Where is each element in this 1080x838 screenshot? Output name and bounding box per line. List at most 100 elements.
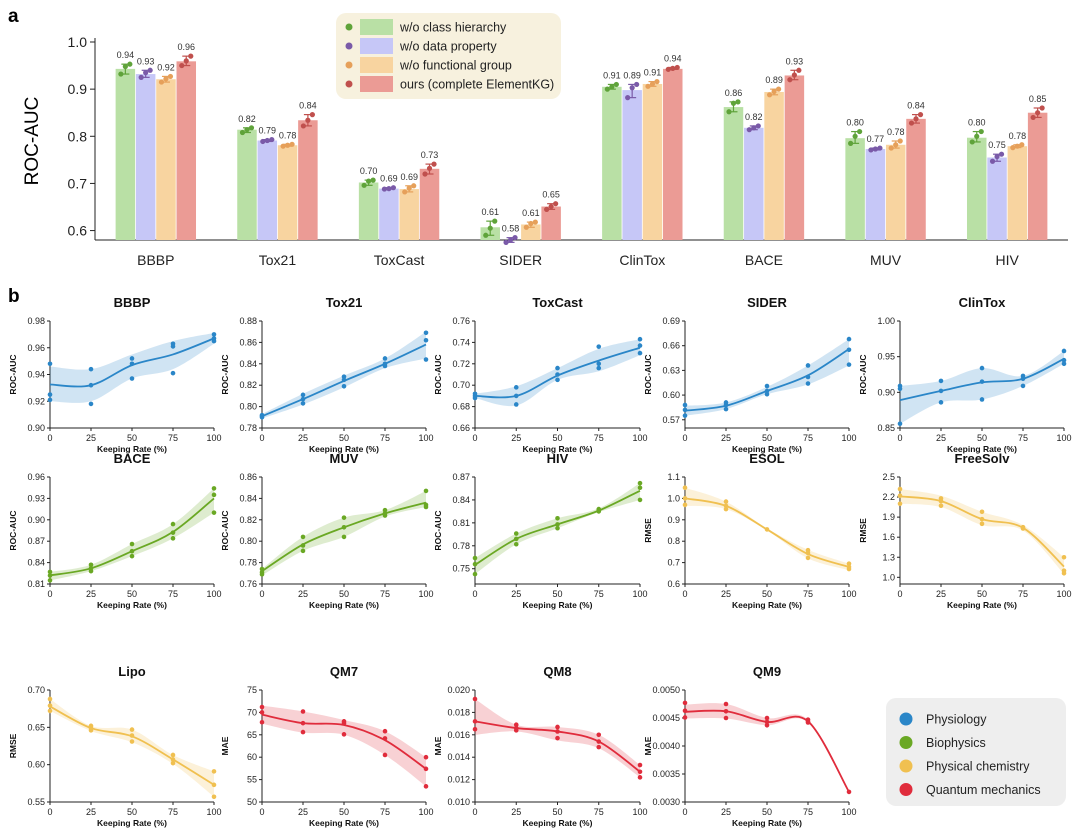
x-tick-label: 75	[803, 807, 813, 817]
x-tick-label: 0	[682, 433, 687, 443]
x-axis-title: Keeping Rate (%)	[523, 600, 593, 610]
data-point	[596, 365, 602, 371]
replicate-point	[544, 206, 550, 212]
replicate-point	[239, 129, 246, 136]
subplot-freesolv: 1.0 1.3 1.6 1.9 2.2 2.5 0 25 50 75 100 FreeSolv Keep…	[858, 451, 1072, 610]
data-point	[88, 568, 94, 574]
x-axis-title: Keeping Rate (%)	[309, 818, 379, 828]
subplot-title: ToxCast	[532, 295, 583, 310]
x-tick-label: 100	[841, 433, 856, 443]
y-tick-label: 0.68	[452, 402, 470, 412]
y-tick-label: 1.00	[877, 316, 895, 326]
replicate-point	[771, 88, 777, 95]
replicate-point	[1035, 110, 1041, 116]
confidence-band	[685, 339, 849, 416]
y-tick-label: 1.1	[667, 472, 680, 482]
data-point	[300, 709, 306, 714]
bar	[744, 127, 764, 240]
data-point	[170, 752, 176, 758]
replicate-point	[411, 183, 417, 189]
bar	[784, 75, 805, 240]
data-point	[979, 521, 985, 527]
replicate-point	[766, 92, 773, 98]
bar	[885, 144, 906, 240]
replicate-point	[1039, 105, 1045, 111]
data-point	[979, 509, 985, 515]
data-point	[300, 729, 306, 735]
y-tick-label: 0.0030	[652, 797, 680, 807]
data-point	[979, 397, 985, 402]
y-tick-label: 0.0050	[652, 685, 680, 695]
replicate-point	[1030, 114, 1036, 121]
data-point	[723, 406, 729, 412]
confidence-band	[50, 488, 214, 581]
data-point	[382, 752, 388, 758]
data-point	[637, 480, 643, 486]
replicate-point	[1019, 142, 1025, 148]
bar	[764, 91, 784, 240]
x-tick-label: 75	[168, 589, 178, 599]
x-tick-label: 0	[472, 807, 477, 817]
x-tick-label: 25	[298, 433, 308, 443]
bar-value-label: 0.61	[481, 207, 499, 217]
y-axis-title: MAE	[643, 736, 653, 755]
data-point	[341, 732, 347, 737]
x-axis-title: Keeping Rate (%)	[523, 444, 593, 454]
y-tick-label: 0.74	[452, 337, 470, 347]
data-point	[555, 515, 560, 521]
subplot-title: BBBP	[114, 295, 151, 310]
subplot-title: ClinTox	[959, 295, 1006, 310]
legend-label: Physical chemistry	[926, 760, 1030, 774]
x-tick-label: 0	[259, 807, 264, 817]
legend-swatch	[360, 38, 393, 54]
replicate-point	[868, 147, 874, 153]
x-tick-label: 100	[632, 433, 647, 443]
y-tick-label: 0.82	[239, 380, 257, 390]
x-tick-label: 50	[552, 589, 562, 599]
data-point	[805, 374, 811, 380]
y-tick-label: 0.72	[452, 359, 470, 369]
replicate-point	[857, 128, 863, 135]
x-tick-label: 25	[86, 589, 96, 599]
replicate-point	[893, 142, 899, 148]
x-axis-title: Keeping Rate (%)	[97, 600, 167, 610]
bar-value-label: 0.91	[644, 68, 662, 78]
x-axis-title: Keeping Rate (%)	[947, 600, 1017, 610]
replicate-point	[143, 70, 149, 76]
data-point	[129, 361, 135, 367]
bar	[176, 61, 197, 241]
x-tick-label: 25	[86, 433, 96, 443]
data-point	[300, 534, 306, 540]
data-point	[472, 726, 478, 732]
data-point	[300, 396, 306, 402]
x-tick-label: 75	[1018, 589, 1028, 599]
subplot-qm9: 0.0030 0.0035 0.0040 0.0045 0.0050 0 25 50 75 100…	[643, 664, 857, 828]
y-tick-label: 1.0	[667, 493, 680, 503]
bar-value-label: 0.84	[907, 101, 925, 111]
data-point	[472, 555, 478, 561]
y-tick-label: 1.3	[882, 552, 895, 562]
legend-swatch	[360, 57, 393, 73]
subplot-toxcast: 0.66 0.68 0.70 0.72 0.74 0.76 0 25 50 75 100 ToxCas…	[433, 295, 648, 454]
replicate-point	[280, 143, 286, 149]
legend-label: ours (complete ElementKG)	[400, 78, 554, 92]
y-axis-title: ROC-AUC	[220, 510, 230, 550]
y-tick-label: 0.90	[877, 387, 895, 397]
data-point	[846, 789, 852, 795]
bar	[642, 83, 663, 240]
replicate-point	[796, 67, 802, 73]
y-tick-label: 0.87	[452, 472, 470, 482]
bar-value-label: 0.77	[867, 134, 885, 144]
y-tick-label: 0.65	[27, 722, 45, 732]
data-point	[259, 704, 265, 710]
replicate-point	[431, 161, 437, 167]
x-tick-label: 75	[594, 433, 604, 443]
bar-value-label: 0.61	[522, 208, 540, 218]
subplot-title: FreeSolv	[955, 451, 1011, 466]
data-point	[170, 757, 176, 762]
bar	[156, 79, 176, 240]
replicate-point	[289, 141, 295, 147]
replicate-point	[917, 112, 924, 118]
bar-value-label: 0.85	[1029, 94, 1047, 104]
legend-dot	[899, 736, 913, 749]
